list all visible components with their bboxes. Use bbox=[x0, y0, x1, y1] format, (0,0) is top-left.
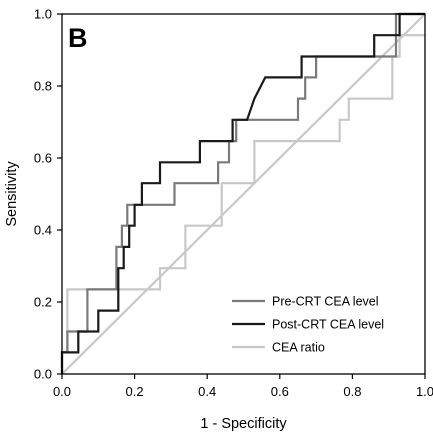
reference-diagonal-line bbox=[61, 13, 426, 375]
y-axis-ticks: 0.0 0.2 0.4 0.6 0.8 1.0 bbox=[34, 7, 62, 382]
legend-label: CEA ratio bbox=[272, 341, 325, 355]
legend: Pre-CRT CEA level Post-CRT CEA level CEA r… bbox=[232, 295, 384, 355]
series-line-post-crt-cea-level bbox=[60, 12, 425, 374]
y-tick-label: 0.0 bbox=[34, 367, 52, 382]
y-tick-label: 0.4 bbox=[34, 223, 52, 238]
legend-label: Pre-CRT CEA level bbox=[272, 295, 379, 309]
x-tick-label: 0.2 bbox=[126, 384, 144, 399]
x-tick-label: 0.6 bbox=[271, 384, 289, 399]
x-tick-label: 1.0 bbox=[416, 384, 433, 399]
x-axis-ticks: 0.0 0.2 0.4 0.6 0.8 1.0 bbox=[53, 374, 433, 399]
y-tick-label: 0.6 bbox=[34, 151, 52, 166]
panel-letter: B bbox=[68, 23, 88, 53]
legend-label: Post-CRT CEA level bbox=[272, 318, 384, 332]
plot-frame bbox=[61, 13, 426, 375]
y-axis-title: Sensitivity bbox=[4, 161, 20, 227]
y-tick-label: 0.2 bbox=[34, 295, 52, 310]
x-axis-title: 1 - Specificity bbox=[200, 416, 287, 432]
series-line-pre-crt-cea-level bbox=[60, 12, 425, 374]
y-tick-label: 1.0 bbox=[34, 7, 52, 22]
x-tick-label: 0.4 bbox=[198, 384, 216, 399]
series-group bbox=[60, 12, 425, 374]
x-tick-label: 0.8 bbox=[343, 384, 361, 399]
x-tick-label: 0.0 bbox=[53, 384, 71, 399]
y-tick-label: 0.8 bbox=[34, 79, 52, 94]
